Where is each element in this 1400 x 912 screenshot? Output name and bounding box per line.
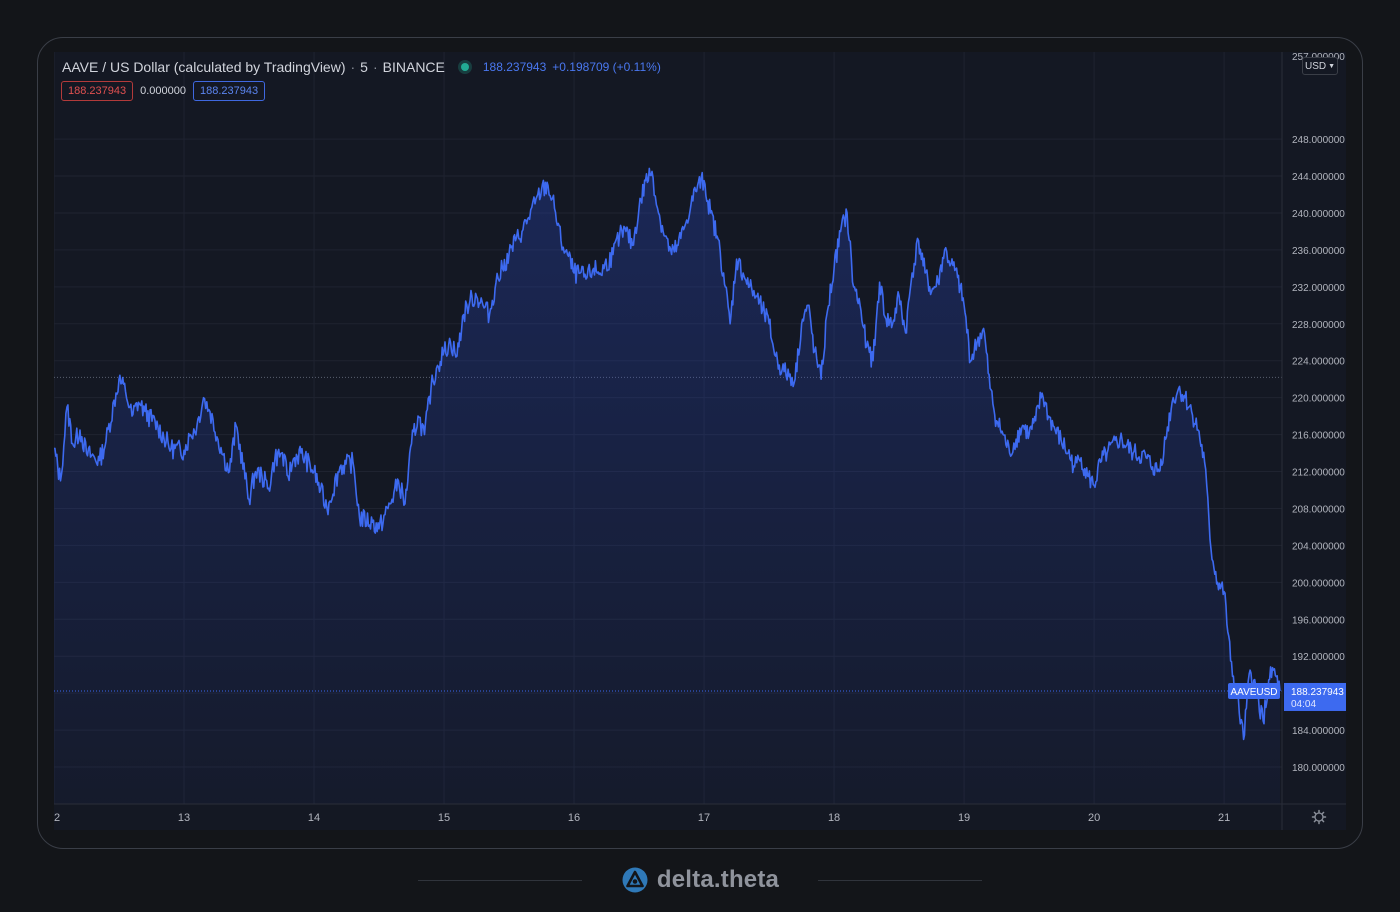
x-tick-label: 19 — [958, 812, 970, 824]
last-price-tag — [1284, 682, 1346, 711]
time-axis[interactable]: 12 13 14 15 16 17 18 19 20 21 — [54, 812, 1230, 824]
y-tick-label: 212.000000 — [1292, 468, 1345, 479]
legend-change: +0.198709 (+0.11%) — [552, 60, 661, 74]
spread-value: 0.000000 — [140, 85, 187, 97]
y-tick-label: 184.000000 — [1292, 726, 1345, 737]
y-tick-label: 192.000000 — [1292, 652, 1345, 663]
price-chart[interactable]: 257.000000248.000000244.000000240.000000… — [54, 52, 1346, 830]
symbol-tag — [1228, 682, 1280, 699]
legend-separator: · — [350, 59, 356, 75]
y-tick-label: 228.000000 — [1292, 320, 1345, 331]
y-tick-label: 236.000000 — [1292, 246, 1345, 257]
y-tick-label: 180.000000 — [1292, 763, 1345, 774]
x-tick-label: 12 — [54, 812, 60, 824]
buy-price-box[interactable]: 188.237943 — [193, 81, 266, 101]
legend-last-price: 188.237943 — [482, 60, 547, 74]
chart-legend[interactable]: AAVE / US Dollar (calculated by TradingV… — [62, 57, 661, 77]
price-series-line — [54, 167, 1281, 741]
currency-select[interactable]: USD ▼ — [1302, 57, 1338, 75]
symbol-tag-label: AAVEUSD — [1230, 687, 1277, 698]
bar-countdown-label: 04:04 — [1291, 699, 1316, 710]
x-tick-label: 17 — [698, 812, 710, 824]
x-tick-label: 20 — [1088, 812, 1100, 824]
x-tick-label: 21 — [1218, 812, 1230, 824]
x-tick-label: 18 — [828, 812, 840, 824]
chart-panel[interactable]: 257.000000248.000000244.000000240.000000… — [54, 52, 1346, 830]
interval-label[interactable]: 5 — [360, 59, 368, 75]
y-tick-label: 244.000000 — [1292, 172, 1345, 183]
chevron-down-icon: ▼ — [1328, 62, 1336, 70]
brand-name: delta.theta — [656, 866, 780, 893]
divider-left — [418, 880, 582, 881]
y-tick-label: 240.000000 — [1292, 209, 1345, 220]
x-tick-label: 14 — [308, 812, 320, 824]
y-tick-label: 208.000000 — [1292, 504, 1345, 515]
divider-right — [818, 880, 982, 881]
last-price-label: 188.237943 — [1291, 687, 1344, 698]
y-tick-label: 232.000000 — [1292, 283, 1345, 294]
settings-gear-icon[interactable] — [1311, 809, 1327, 825]
brand-watermark: delta.theta — [0, 862, 1400, 898]
y-tick-label: 196.000000 — [1292, 615, 1345, 626]
y-tick-label: 216.000000 — [1292, 431, 1345, 442]
market-status-icon[interactable] — [460, 63, 469, 71]
y-tick-label: 200.000000 — [1292, 578, 1345, 589]
delta-theta-logo-icon — [622, 867, 648, 893]
x-tick-label: 13 — [178, 812, 190, 824]
y-tick-label: 224.000000 — [1292, 357, 1345, 368]
price-tag: AAVEUSD 188.237943 04:04 — [1228, 682, 1346, 711]
symbol-title[interactable]: AAVE / US Dollar (calculated by TradingV… — [62, 59, 346, 75]
sell-price-box[interactable]: 188.237943 — [61, 81, 134, 101]
x-tick-label: 16 — [568, 812, 580, 824]
x-tick-label: 15 — [438, 812, 450, 824]
y-tick-label: 220.000000 — [1292, 394, 1345, 405]
y-tick-label: 248.000000 — [1292, 135, 1345, 146]
values-row: 188.237943 0.000000 188.237943 — [61, 81, 266, 101]
y-tick-label: 204.000000 — [1292, 541, 1345, 552]
price-area-fill — [54, 168, 1280, 804]
legend-separator: · — [372, 59, 378, 75]
currency-label: USD — [1304, 60, 1327, 72]
exchange-label: BINANCE — [382, 59, 445, 75]
